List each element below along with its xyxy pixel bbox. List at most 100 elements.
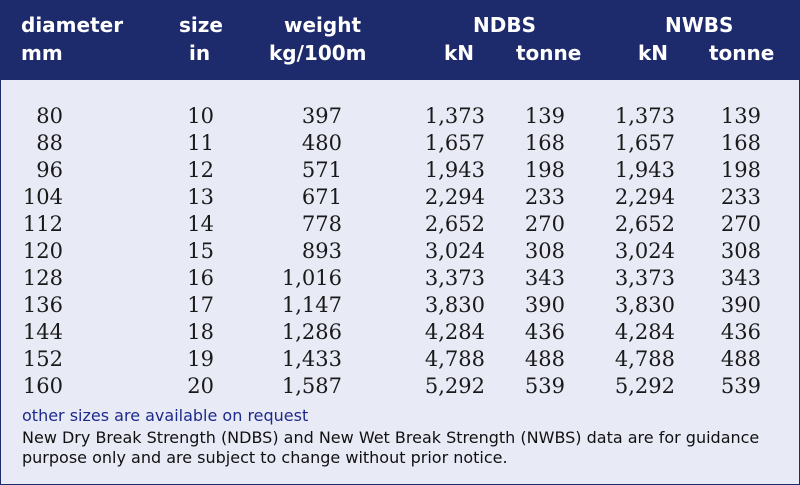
- cell-nwbs-tonne: 270: [720, 212, 761, 236]
- cell-diameter: 112: [22, 212, 63, 236]
- cell-size: 19: [187, 347, 214, 371]
- cell-nwbs-tonne: 539: [720, 374, 761, 398]
- cell-diameter: 128: [22, 266, 63, 290]
- cell-nwbs-tonne: 308: [720, 239, 761, 263]
- cell-nwbs-kn: 3,024: [614, 239, 675, 263]
- cell-weight: 1,587: [281, 374, 342, 398]
- header-ndbs: NDBS: [473, 13, 536, 37]
- cell-ndbs-tonne: 390: [524, 293, 565, 317]
- availability-note: other sizes are available on request: [22, 406, 309, 425]
- cell-ndbs-kn: 1,373: [424, 104, 485, 128]
- cell-weight: 1,147: [281, 293, 342, 317]
- cell-nwbs-tonne: 390: [720, 293, 761, 317]
- cell-nwbs-tonne: 198: [720, 158, 761, 182]
- table-row: 88 11 480 1,657 168 1,657 168: [1, 131, 800, 155]
- header-nwbs-kn: kN: [638, 41, 669, 65]
- cell-nwbs-tonne: 488: [720, 347, 761, 371]
- table-row: 80 10 397 1,373 139 1,373 139: [1, 104, 800, 128]
- cell-size: 18: [187, 320, 214, 344]
- cell-weight: 1,016: [281, 266, 342, 290]
- cell-ndbs-tonne: 139: [524, 104, 565, 128]
- table-row: 96 12 571 1,943 198 1,943 198: [1, 158, 800, 182]
- cell-ndbs-kn: 3,024: [424, 239, 485, 263]
- table-row: 160 20 1,587 5,292 539 5,292 539: [1, 374, 800, 398]
- cell-size: 17: [187, 293, 214, 317]
- header-weight-unit: kg/100m: [269, 41, 367, 65]
- cell-weight: 893: [301, 239, 342, 263]
- cell-diameter: 96: [36, 158, 63, 182]
- table-row: 128 16 1,016 3,373 343 3,373 343: [1, 266, 800, 290]
- table-row: 120 15 893 3,024 308 3,024 308: [1, 239, 800, 263]
- cell-weight: 1,433: [281, 347, 342, 371]
- cell-ndbs-kn: 5,292: [424, 374, 485, 398]
- cell-ndbs-kn: 3,373: [424, 266, 485, 290]
- cell-diameter: 80: [36, 104, 63, 128]
- cell-diameter: 120: [22, 239, 63, 263]
- cell-nwbs-kn: 4,284: [614, 320, 675, 344]
- cell-ndbs-tonne: 308: [524, 239, 565, 263]
- header-ndbs-tonne: tonne: [516, 41, 582, 65]
- cell-nwbs-kn: 2,652: [614, 212, 675, 236]
- cell-nwbs-tonne: 139: [720, 104, 761, 128]
- table-row: 144 18 1,286 4,284 436 4,284 436: [1, 320, 800, 344]
- cell-ndbs-tonne: 168: [524, 131, 565, 155]
- cell-ndbs-tonne: 233: [524, 185, 565, 209]
- cell-size: 11: [187, 131, 214, 155]
- cell-weight: 1,286: [281, 320, 342, 344]
- header-nwbs-tonne: tonne: [709, 41, 775, 65]
- cell-nwbs-tonne: 343: [720, 266, 761, 290]
- table-header: diameter mm size in weight kg/100m NDBS …: [1, 1, 800, 80]
- cell-ndbs-tonne: 270: [524, 212, 565, 236]
- cell-ndbs-kn: 2,652: [424, 212, 485, 236]
- table-row: 152 19 1,433 4,788 488 4,788 488: [1, 347, 800, 371]
- cell-size: 13: [187, 185, 214, 209]
- cell-ndbs-kn: 1,943: [424, 158, 485, 182]
- cell-diameter: 144: [22, 320, 63, 344]
- cell-ndbs-kn: 4,788: [424, 347, 485, 371]
- cell-diameter: 152: [22, 347, 63, 371]
- header-ndbs-kn: kN: [444, 41, 475, 65]
- cell-diameter: 88: [36, 131, 63, 155]
- header-diameter-unit: mm: [21, 41, 63, 65]
- cell-ndbs-tonne: 343: [524, 266, 565, 290]
- cell-ndbs-tonne: 539: [524, 374, 565, 398]
- cell-nwbs-kn: 2,294: [614, 185, 675, 209]
- disclaimer-note: New Dry Break Strength (NDBS) and New We…: [22, 428, 760, 467]
- cell-weight: 480: [301, 131, 342, 155]
- cell-ndbs-tonne: 198: [524, 158, 565, 182]
- cell-ndbs-kn: 2,294: [424, 185, 485, 209]
- cell-weight: 397: [301, 104, 342, 128]
- header-size: size: [179, 13, 223, 37]
- table-row: 112 14 778 2,652 270 2,652 270: [1, 212, 800, 236]
- cell-nwbs-kn: 3,373: [614, 266, 675, 290]
- cell-nwbs-kn: 3,830: [614, 293, 675, 317]
- cell-size: 10: [187, 104, 214, 128]
- cell-size: 15: [187, 239, 214, 263]
- cell-size: 14: [187, 212, 214, 236]
- cell-weight: 571: [301, 158, 342, 182]
- cell-nwbs-tonne: 168: [720, 131, 761, 155]
- cell-nwbs-kn: 1,657: [614, 131, 675, 155]
- cell-size: 20: [187, 374, 214, 398]
- cell-nwbs-kn: 4,788: [614, 347, 675, 371]
- cell-size: 12: [187, 158, 214, 182]
- cell-weight: 778: [301, 212, 342, 236]
- table-row: 104 13 671 2,294 233 2,294 233: [1, 185, 800, 209]
- cell-diameter: 136: [22, 293, 63, 317]
- cell-diameter: 160: [22, 374, 63, 398]
- header-weight: weight: [284, 13, 362, 37]
- header-nwbs: NWBS: [665, 13, 734, 37]
- cell-ndbs-kn: 3,830: [424, 293, 485, 317]
- table-row: 136 17 1,147 3,830 390 3,830 390: [1, 293, 800, 317]
- cell-ndbs-kn: 4,284: [424, 320, 485, 344]
- cell-size: 16: [187, 266, 214, 290]
- cell-ndbs-tonne: 436: [524, 320, 565, 344]
- cell-nwbs-kn: 5,292: [614, 374, 675, 398]
- cell-nwbs-kn: 1,373: [614, 104, 675, 128]
- cell-weight: 671: [301, 185, 342, 209]
- cell-ndbs-tonne: 488: [524, 347, 565, 371]
- cell-nwbs-tonne: 233: [720, 185, 761, 209]
- header-size-unit: in: [189, 41, 211, 65]
- cell-nwbs-kn: 1,943: [614, 158, 675, 182]
